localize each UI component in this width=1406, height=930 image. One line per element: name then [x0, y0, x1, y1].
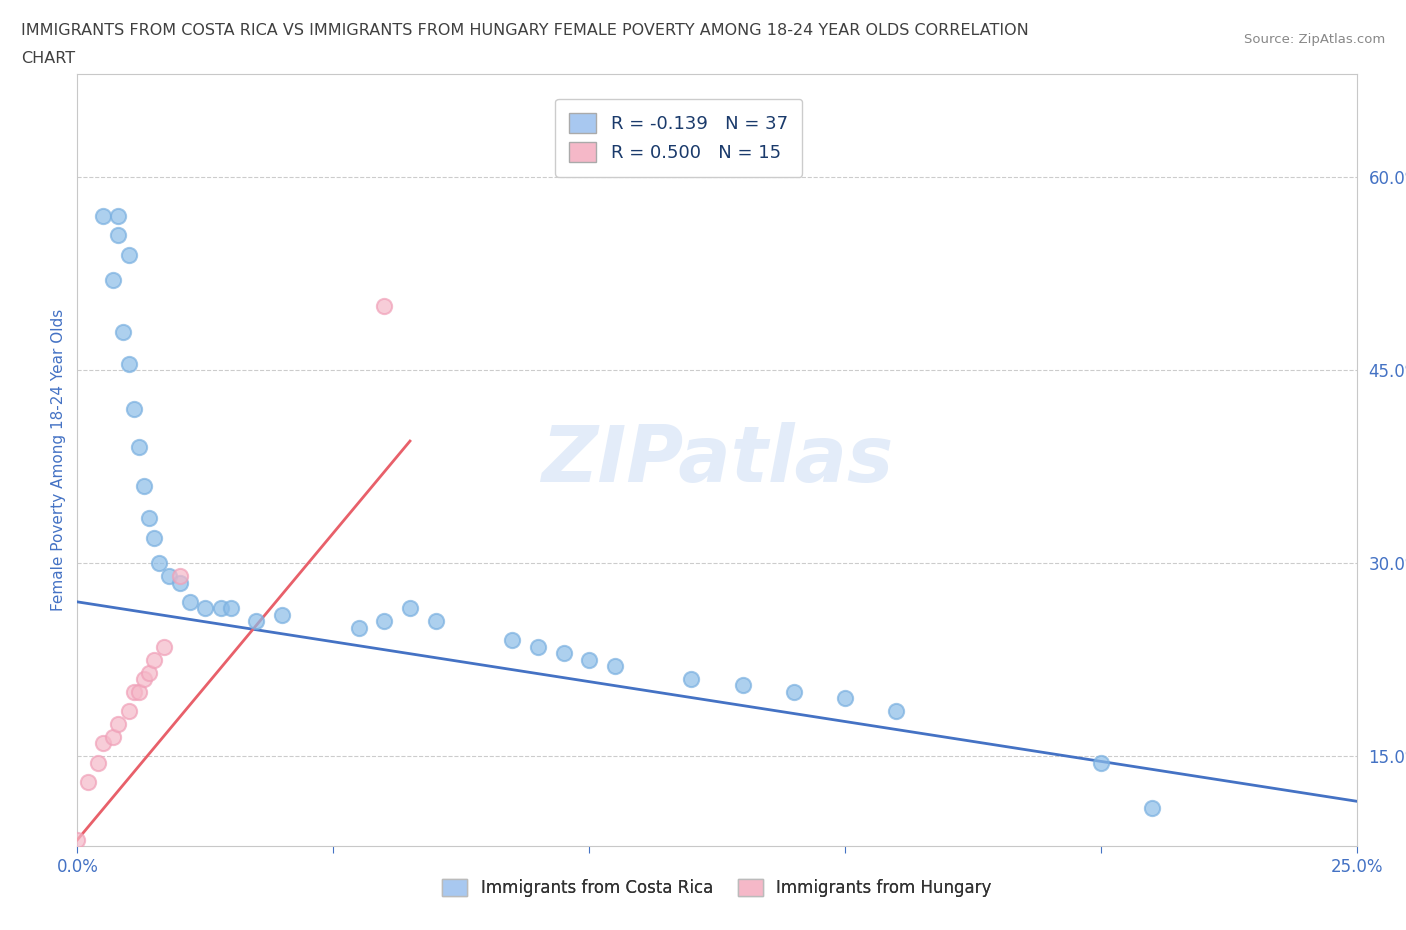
Point — [783, 684, 806, 699]
Point — [117, 356, 139, 371]
Text: IMMIGRANTS FROM COSTA RICA VS IMMIGRANTS FROM HUNGARY FEMALE POVERTY AMONG 18-24: IMMIGRANTS FROM COSTA RICA VS IMMIGRANTS… — [21, 23, 1029, 38]
Point — [132, 479, 155, 494]
Point — [169, 575, 191, 590]
Point — [87, 755, 110, 770]
Y-axis label: Female Poverty Among 18-24 Year Olds: Female Poverty Among 18-24 Year Olds — [51, 310, 66, 612]
Point — [209, 601, 232, 616]
Point — [347, 620, 370, 635]
Point — [1090, 755, 1112, 770]
Point — [117, 704, 139, 719]
Point — [128, 440, 150, 455]
Point — [76, 775, 98, 790]
Point — [425, 614, 447, 629]
Point — [373, 614, 395, 629]
Point — [112, 325, 135, 339]
Point — [138, 511, 160, 525]
Point — [501, 633, 523, 648]
Legend: Immigrants from Costa Rica, Immigrants from Hungary: Immigrants from Costa Rica, Immigrants f… — [436, 872, 998, 904]
Point — [578, 652, 600, 667]
Point — [143, 530, 166, 545]
Point — [731, 678, 754, 693]
Point — [219, 601, 242, 616]
Point — [399, 601, 422, 616]
Point — [553, 646, 575, 661]
Point — [143, 652, 166, 667]
Point — [91, 208, 114, 223]
Text: Source: ZipAtlas.com: Source: ZipAtlas.com — [1244, 33, 1385, 46]
Point — [603, 658, 626, 673]
Point — [169, 569, 191, 584]
Point — [834, 691, 856, 706]
Point — [373, 299, 395, 313]
Point — [194, 601, 217, 616]
Point — [107, 208, 129, 223]
Text: CHART: CHART — [21, 51, 75, 66]
Point — [245, 614, 267, 629]
Point — [179, 594, 201, 609]
Point — [159, 569, 181, 584]
Point — [681, 671, 703, 686]
Point — [122, 684, 145, 699]
Point — [148, 556, 170, 571]
Text: ZIPatlas: ZIPatlas — [541, 422, 893, 498]
Point — [122, 402, 145, 417]
Point — [66, 832, 89, 847]
Point — [128, 684, 150, 699]
Point — [271, 607, 294, 622]
Point — [884, 704, 907, 719]
Point — [1140, 800, 1163, 815]
Point — [101, 729, 124, 744]
Point — [138, 665, 160, 680]
Point — [527, 640, 550, 655]
Point — [117, 247, 139, 262]
Point — [101, 272, 124, 287]
Point — [107, 717, 129, 732]
Point — [91, 736, 114, 751]
Point — [107, 228, 129, 243]
Point — [153, 640, 176, 655]
Point — [132, 671, 155, 686]
